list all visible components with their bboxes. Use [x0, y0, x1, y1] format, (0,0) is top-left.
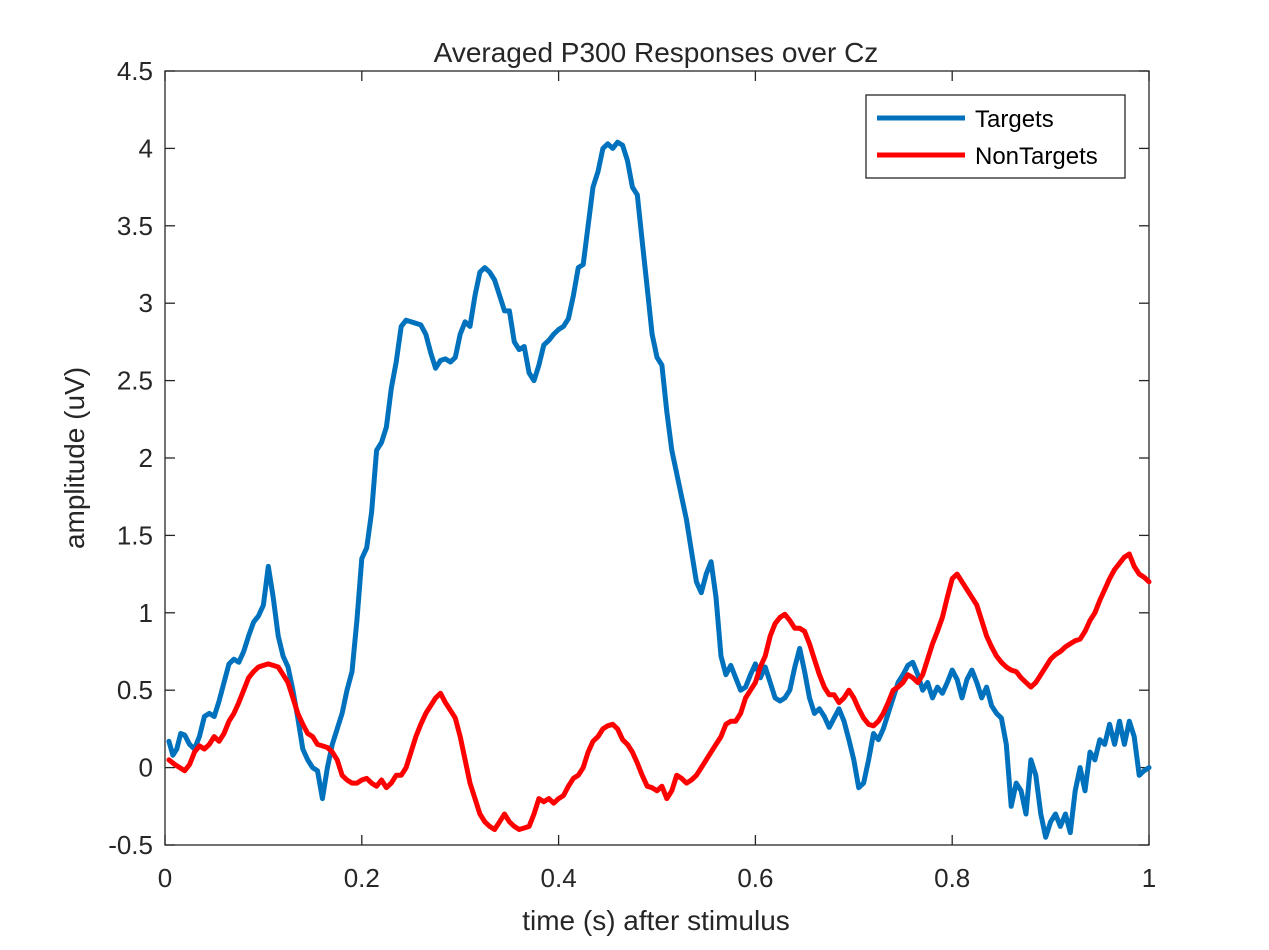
y-tick-label: 4.5 — [117, 56, 153, 86]
x-tick-label: 0.8 — [934, 863, 970, 893]
series-line-nontargets — [166, 551, 1152, 832]
x-tick-label: 0.2 — [344, 863, 380, 893]
chart-title: Averaged P300 Responses over Cz — [434, 37, 879, 68]
plot-area: 0 0.2 0.4 0.6 0.8 1-0.500.511.522.533.544.5 — [108, 56, 1156, 893]
x-axis-label: time (s) after stimulus — [522, 905, 790, 936]
y-tick-label: 3 — [139, 288, 153, 318]
x-tick-label: 0 — [158, 863, 172, 893]
y-tick-label: 2.5 — [117, 366, 153, 396]
y-tick-label: 4 — [139, 133, 153, 163]
y-tick-label: 2 — [139, 443, 153, 473]
y-tick-label: 3.5 — [117, 211, 153, 241]
legend-label-nontargets: NonTargets — [975, 143, 1098, 170]
y-tick-label: 0 — [139, 753, 153, 783]
legend-label-targets: Targets — [975, 106, 1054, 133]
series-line-targets — [166, 139, 1152, 840]
x-tick-label: 0.6 — [737, 863, 773, 893]
legend-box — [865, 94, 1126, 179]
axes-box — [164, 70, 1150, 846]
axis-ticks: 0 0.2 0.4 0.6 0.8 1-0.500.511.522.533.544.5 — [108, 56, 1156, 893]
y-tick-label: 1 — [139, 598, 153, 628]
y-axis-label: amplitude (uV) — [59, 367, 90, 549]
y-tick-label: 1.5 — [117, 520, 153, 550]
y-tick-label: -0.5 — [108, 830, 153, 860]
y-tick-label: 0.5 — [117, 675, 153, 705]
x-tick-label: 0.4 — [541, 863, 577, 893]
legend: Targets NonTargets — [865, 94, 1126, 179]
data-series — [166, 139, 1152, 840]
x-tick-label: 1 — [1142, 863, 1156, 893]
